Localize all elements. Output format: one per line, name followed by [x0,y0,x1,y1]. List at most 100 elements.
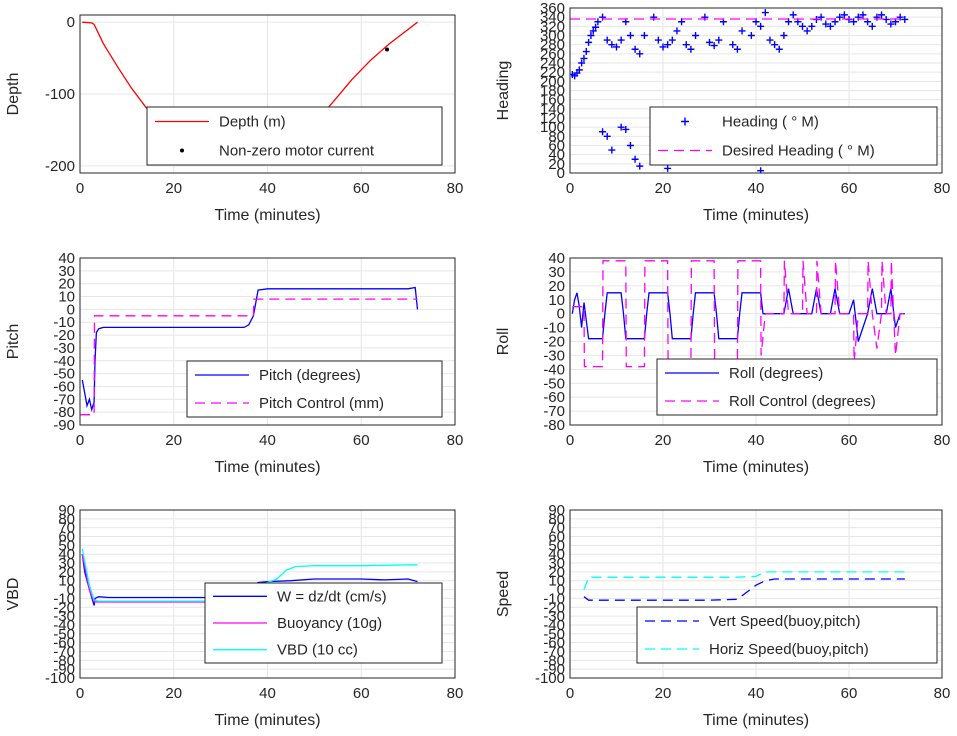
y-tick-label: 140 [540,101,565,118]
series-heading-0-point [589,27,597,35]
series-heading-0-point [822,20,830,28]
series-heading-0-point [850,18,858,26]
y-tick-label: 260 [540,46,565,63]
x-axis-label: Time (minutes) [214,712,320,729]
series-heading-0-point [901,15,909,23]
series-heading-0-point [678,18,686,26]
y-tick-label: 30 [58,555,75,572]
series-heading-0-point [599,128,607,136]
series-heading-0-point [654,36,662,44]
series-roll-1-line [572,260,905,368]
series-heading-0-point [636,162,644,170]
series-depth-1-point [385,47,390,52]
series-heading-0-point [578,59,586,67]
y-tick-label: -80 [53,652,75,669]
y-tick-label: -80 [53,404,75,421]
x-tick-label: 0 [566,685,574,702]
y-tick-label: -70 [53,391,75,408]
x-tick-label: 80 [934,180,951,197]
panel-heading: 0 20 40 60 800204060801001201401601802002202… [495,0,950,224]
y-tick-label: -60 [53,635,75,652]
series-heading-0-point [766,36,774,44]
y-tick-label: 60 [58,529,75,546]
y-tick-label: 50 [548,537,565,554]
y-tick-label: -50 [53,626,75,643]
series-heading-0-point [896,13,904,21]
plot-area-speed [583,571,905,601]
legend-entry-label: VBD (10 cc) [277,642,358,659]
legend-roll: Roll (degrees) Roll Control (degrees) [656,358,938,416]
series-heading-0-point [868,22,876,30]
x-tick-label: 40 [259,685,276,702]
series-heading-0-point [613,43,620,51]
axes-box-heading [569,7,943,174]
y-tick-label: 60 [548,529,565,546]
x-tick-label: 0 [566,432,574,449]
y-tick-label: -30 [543,608,565,625]
y-tick-label: 180 [540,83,565,100]
series-heading-0-point [603,132,611,140]
y-tick-label: 40 [548,147,565,164]
legend-depth: Depth (m) Non-zero motor current [146,106,443,166]
legend-entry-label: Roll Control (degrees) [729,393,876,410]
y-axis-label: VBD [5,578,22,611]
series-heading-0-point [817,13,825,21]
y-tick-label: -10 [53,314,75,331]
x-tick-label: 20 [655,432,672,449]
y-tick-label: -50 [543,626,565,643]
series-heading-0-point [587,32,595,39]
axes-box-roll [569,257,943,426]
series-heading-0-point [664,164,672,172]
series-heading-0-point [626,32,634,39]
series-heading-0-point [608,41,616,49]
legend-box [636,606,938,664]
series-heading-0-point [617,123,625,131]
y-tick-label: 30 [548,555,565,572]
y-tick-label: 0 [557,306,565,323]
y-tick-label: -60 [543,389,565,406]
x-tick-label: 80 [447,180,464,197]
axes-box-vbd [79,509,456,679]
y-tick-label: -70 [543,643,565,660]
x-tick-label: 80 [934,432,951,449]
y-tick-label: -40 [53,353,75,370]
y-tick-label: 120 [540,110,565,127]
series-heading-0-point [631,155,639,163]
legend-entry-label: Depth (m) [219,114,286,131]
y-tick-label: -90 [53,417,75,434]
x-tick-label: 0 [566,180,574,197]
legend-box [146,106,443,166]
y-tick-label: 0 [557,165,565,182]
series-pitch-1-line [80,298,418,416]
series-heading-0-point [789,11,797,19]
x-tick-label: 0 [76,685,84,702]
series-heading-0-point [826,22,834,30]
series-heading-0-point [640,32,648,39]
series-heading-0-point [692,32,700,39]
x-tick-label: 40 [748,685,765,702]
y-tick-label: 60 [548,138,565,155]
y-axis-label: Depth [5,73,22,116]
y-axis-label: Roll [495,328,512,356]
y-axis-label: Pitch [5,324,22,360]
y-tick-label: -50 [543,375,565,392]
series-heading-0-point [757,22,765,30]
series-heading-0-point [836,13,844,21]
series-heading-0-point [592,23,600,31]
y-tick-label: -50 [53,366,75,383]
series-heading-0-point [840,11,848,19]
x-tick-label: 80 [447,685,464,702]
legend-speed: Vert Speed(buoy,pitch) Horiz Speed(buoy,p… [636,606,938,664]
series-heading-0-point [617,36,625,44]
y-tick-label: 40 [548,250,565,267]
y-tick-label: 360 [540,0,565,17]
x-tick-label: 60 [841,685,858,702]
x-tick-label: 60 [841,432,858,449]
series-speed-0-line [583,578,905,601]
y-tick-label: -70 [53,643,75,660]
legend-entry-label: Non-zero motor current [219,143,375,160]
y-tick-label: -10 [53,590,75,607]
series-heading-0-point [747,32,755,39]
x-tick-label: 20 [655,685,672,702]
